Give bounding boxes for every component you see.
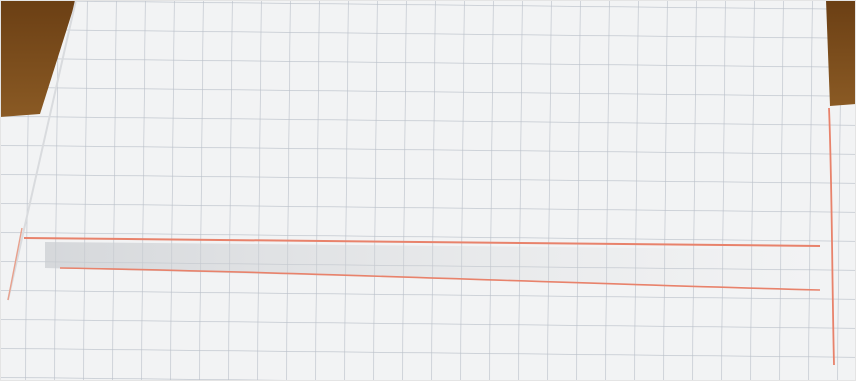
wood-table-right: [826, 0, 856, 106]
paper-strip: [45, 242, 820, 288]
red-line: [23, 237, 821, 247]
red-line: [59, 267, 821, 291]
paper-edge: [7, 0, 77, 301]
wood-table-left: [0, 0, 76, 117]
red-line: [7, 227, 23, 301]
red-line: [828, 107, 835, 366]
